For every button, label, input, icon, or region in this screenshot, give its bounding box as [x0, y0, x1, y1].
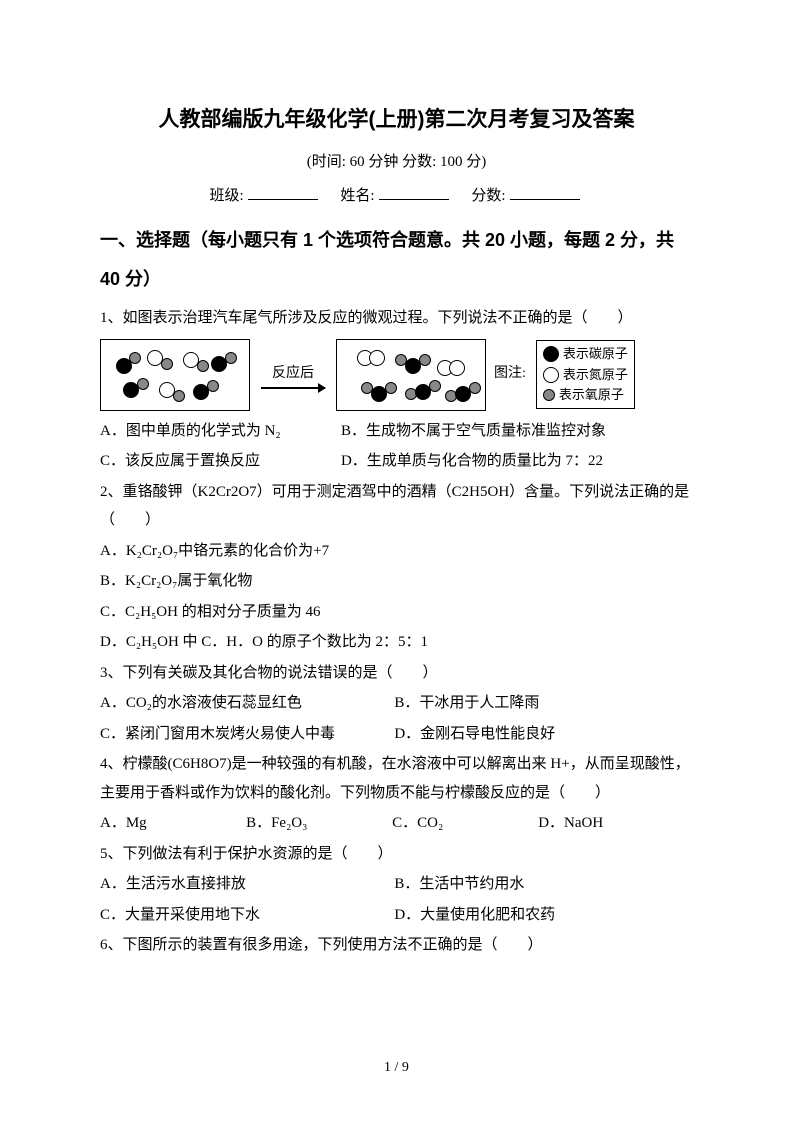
question-2: 2、重铬酸钾（K2Cr2O7）可用于测定酒驾中的酒精（C2H5OH）含量。下列说…: [100, 478, 693, 535]
q3-opts-ab: A．CO₂的水溶液使石蕊显红色 B．干冰用于人工降雨: [100, 689, 693, 718]
q3-opt-d: D．金刚石导电性能良好: [394, 720, 555, 749]
q4-opt-d: D．NaOH: [538, 809, 680, 838]
legend-oxygen: 表示氧原子: [543, 385, 628, 405]
arrow-label: 反应后: [272, 361, 314, 388]
q2-opt-d: D．C₂H₅OH 中 C．H．O 的原子个数比为 2：5：1: [100, 628, 693, 657]
question-6: 6、下图所示的装置有很多用途，下列使用方法不正确的是（ ）: [100, 931, 693, 960]
q1-opt-c: C．该反应属于置换反应: [100, 447, 337, 476]
section-1-header: 一、选择题（每小题只有 1 个选项符合题意。共 20 小题，每题 2 分，共 4…: [100, 221, 693, 300]
q1-opt-b: B．生成物不属于空气质量标准监控对象: [341, 417, 606, 446]
q5-opts-cd: C．大量开采使用地下水 D．大量使用化肥和农药: [100, 901, 693, 930]
class-blank[interactable]: [248, 185, 318, 200]
legend-title: 图注:: [494, 361, 526, 388]
question-4: 4、柠檬酸(C6H8O7)是一种较强的有机酸，在水溶液中可以解离出来 H+，从而…: [100, 750, 693, 807]
q1-opts-cd: C．该反应属于置换反应 D．生成单质与化合物的质量比为 7：22: [100, 447, 693, 476]
reaction-diagram: 反应后 图注: 表示碳原子 表示氮原子 表示氧原子: [100, 339, 693, 411]
before-box: [100, 339, 250, 411]
question-5: 5、下列做法有利于保护水资源的是（ ）: [100, 840, 693, 869]
arrow-icon: [261, 387, 325, 389]
q5-opts-ab: A．生活污水直接排放 B．生活中节约用水: [100, 870, 693, 899]
legend-carbon: 表示碳原子: [543, 344, 628, 364]
q5-opt-b: B．生活中节约用水: [394, 870, 524, 899]
q5-opt-a: A．生活污水直接排放: [100, 870, 391, 899]
q4-opts: A．Mg B．Fe₂O₃ C．CO₂ D．NaOH: [100, 809, 693, 838]
q5-opt-d: D．大量使用化肥和农药: [394, 901, 555, 930]
question-1: 1、如图表示治理汽车尾气所涉及反应的微观过程。下列说法不正确的是（ ）: [100, 304, 693, 333]
score-blank[interactable]: [510, 185, 580, 200]
q3-opts-cd: C．紧闭门窗用木炭烤火易使人中毒 D．金刚石导电性能良好: [100, 720, 693, 749]
q1-opt-d: D．生成单质与化合物的质量比为 7：22: [341, 447, 603, 476]
q4-opt-a: A．Mg: [100, 809, 242, 838]
q3-opt-c: C．紧闭门窗用木炭烤火易使人中毒: [100, 720, 391, 749]
q3-opt-b: B．干冰用于人工降雨: [394, 689, 539, 718]
q4-opt-b: B．Fe₂O₃: [246, 809, 388, 838]
page-title: 人教部编版九年级化学(上册)第二次月考复习及答案: [100, 100, 693, 140]
legend-nitrogen: 表示氮原子: [543, 365, 628, 385]
name-blank[interactable]: [379, 185, 449, 200]
q2-opt-c: C．C₂H₅OH 的相对分子质量为 46: [100, 598, 693, 627]
q1-opt-a: A．图中单质的化学式为 N₂: [100, 417, 337, 446]
q2-opt-a: A．K₂Cr₂O₇中铬元素的化合价为+7: [100, 537, 693, 566]
student-fields: 班级: 姓名: 分数:: [100, 182, 693, 211]
q5-opt-c: C．大量开采使用地下水: [100, 901, 391, 930]
score-label: 分数:: [471, 188, 505, 204]
page-number: 1 / 9: [0, 1055, 793, 1082]
name-label: 姓名:: [340, 188, 374, 204]
after-box: [336, 339, 486, 411]
q2-opt-b: B．K₂Cr₂O₇属于氧化物: [100, 567, 693, 596]
legend-box: 表示碳原子 表示氮原子 表示氧原子: [536, 340, 635, 409]
question-3: 3、下列有关碳及其化合物的说法错误的是（ ）: [100, 659, 693, 688]
q1-opts-ab: A．图中单质的化学式为 N₂ B．生成物不属于空气质量标准监控对象: [100, 417, 693, 446]
exam-meta: (时间: 60 分钟 分数: 100 分): [100, 148, 693, 177]
reaction-arrow: 反应后: [258, 361, 328, 389]
q3-opt-a: A．CO₂的水溶液使石蕊显红色: [100, 689, 391, 718]
q4-opt-c: C．CO₂: [392, 809, 534, 838]
class-label: 班级:: [209, 188, 243, 204]
